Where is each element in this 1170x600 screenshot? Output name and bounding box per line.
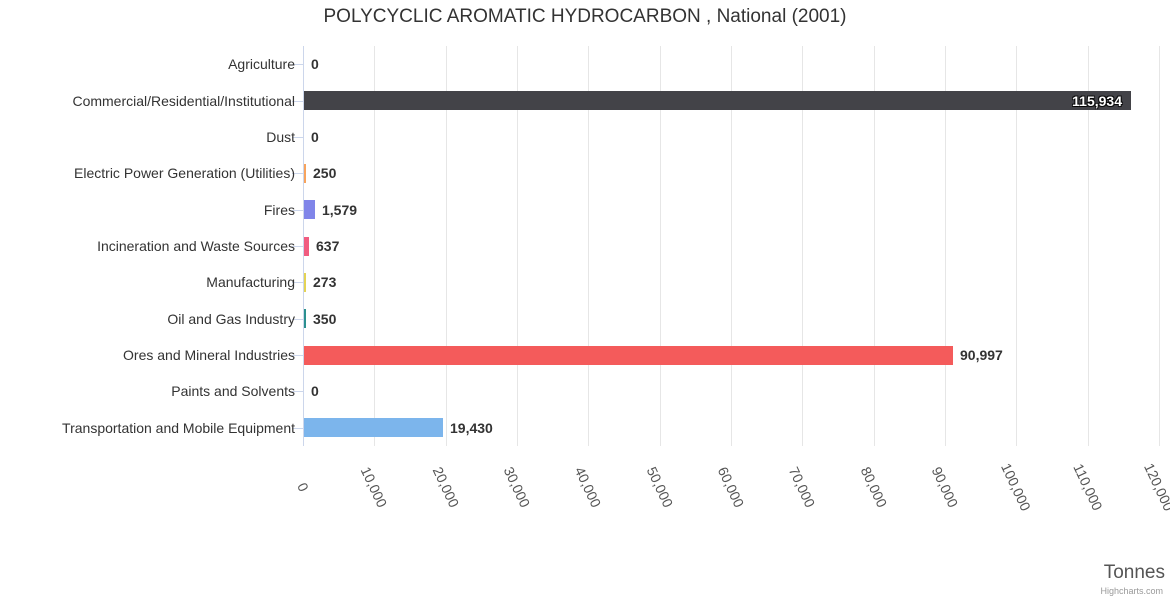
category-label: Agriculture bbox=[228, 56, 295, 72]
bar-value-label: 115,934 bbox=[1072, 93, 1122, 109]
category-label: Incineration and Waste Sources bbox=[97, 238, 295, 254]
category-tick bbox=[292, 428, 303, 429]
x-axis-tick-label: 90,000 bbox=[928, 464, 962, 510]
bar-value-label: 0 bbox=[311, 56, 319, 72]
bar[interactable] bbox=[304, 273, 306, 292]
x-axis-tick-label: 110,000 bbox=[1070, 461, 1106, 513]
gridline bbox=[802, 46, 803, 446]
bar-value-label: 19,430 bbox=[450, 420, 493, 436]
x-axis-tick-label: 10,000 bbox=[357, 464, 391, 510]
gridline bbox=[588, 46, 589, 446]
category-tick bbox=[292, 137, 303, 138]
bar[interactable] bbox=[304, 91, 1131, 110]
bar[interactable] bbox=[304, 346, 953, 365]
chart-title: POLYCYCLIC AROMATIC HYDROCARBON , Nation… bbox=[323, 6, 847, 27]
x-axis-tick-label: 120,000 bbox=[1141, 460, 1170, 514]
gridline bbox=[1088, 46, 1089, 446]
gridline bbox=[1159, 46, 1160, 446]
bar-value-label: 90,997 bbox=[960, 347, 1003, 363]
bar-value-label: 1,579 bbox=[322, 202, 358, 218]
bar-value-label: 0 bbox=[311, 383, 319, 399]
category-tick bbox=[292, 319, 303, 320]
category-tick bbox=[292, 210, 303, 211]
category-label: Ores and Mineral Industries bbox=[123, 347, 295, 363]
x-axis-tick-label: 70,000 bbox=[785, 464, 819, 510]
category-tick bbox=[292, 173, 303, 174]
gridline bbox=[660, 46, 661, 446]
category-label: Dust bbox=[266, 129, 295, 145]
category-tick bbox=[292, 101, 303, 102]
x-axis-tick-label: 40,000 bbox=[571, 464, 605, 510]
bar[interactable] bbox=[304, 164, 306, 183]
category-tick bbox=[292, 246, 303, 247]
gridline bbox=[517, 46, 518, 446]
gridline bbox=[731, 46, 732, 446]
category-label: Fires bbox=[263, 202, 295, 218]
bar-value-label: 0 bbox=[311, 129, 319, 145]
gridline bbox=[1016, 46, 1017, 446]
x-axis-tick-label: 60,000 bbox=[714, 464, 748, 510]
category-label: Oil and Gas Industry bbox=[167, 311, 295, 327]
gridline bbox=[945, 46, 946, 446]
bar-value-label: 637 bbox=[316, 238, 340, 254]
y-axis-line bbox=[303, 46, 304, 446]
category-label: Manufacturing bbox=[206, 274, 295, 290]
x-axis-tick-label: 80,000 bbox=[857, 464, 891, 510]
bar[interactable] bbox=[304, 418, 443, 437]
category-label: Transportation and Mobile Equipment bbox=[62, 420, 295, 436]
category-tick bbox=[292, 355, 303, 356]
x-axis-tick-label: 0 bbox=[294, 480, 312, 494]
x-axis-title: Tonnes bbox=[1103, 562, 1165, 583]
bar[interactable] bbox=[304, 309, 306, 328]
category-label: Paints and Solvents bbox=[171, 383, 295, 399]
gridline bbox=[874, 46, 875, 446]
category-tick bbox=[292, 282, 303, 283]
bar[interactable] bbox=[304, 200, 315, 219]
gridline bbox=[374, 46, 375, 446]
bar[interactable] bbox=[304, 237, 309, 256]
x-axis-tick-label: 30,000 bbox=[500, 464, 534, 510]
category-tick bbox=[292, 64, 303, 65]
category-label: Electric Power Generation (Utilities) bbox=[74, 165, 295, 181]
x-axis-tick-label: 20,000 bbox=[429, 464, 463, 510]
x-axis-tick-label: 50,000 bbox=[643, 464, 677, 510]
bar-value-label: 250 bbox=[313, 165, 337, 181]
gridline bbox=[446, 46, 447, 446]
category-label: Commercial/Residential/Institutional bbox=[72, 93, 295, 109]
highcharts-credit-link[interactable]: Highcharts.com bbox=[1100, 586, 1163, 596]
x-axis-tick-label: 100,000 bbox=[998, 460, 1034, 514]
bar-value-label: 350 bbox=[313, 311, 337, 327]
category-tick bbox=[292, 391, 303, 392]
bar-value-label: 273 bbox=[313, 274, 337, 290]
